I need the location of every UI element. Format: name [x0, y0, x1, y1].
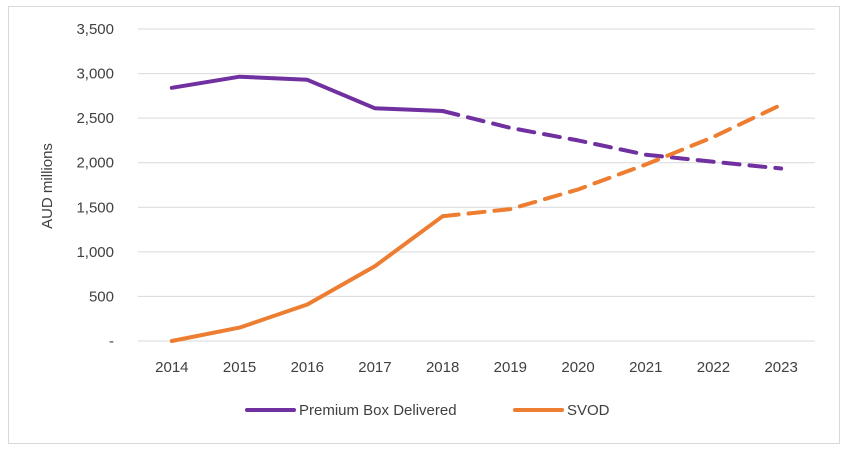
- y-tick-label: -: [109, 333, 114, 350]
- series-line-actual-0: [169, 74, 445, 113]
- x-tick-label: 2014: [155, 359, 188, 376]
- legend-label: Premium Box Delivered: [299, 402, 457, 419]
- y-tick-label: 1,000: [76, 244, 114, 261]
- x-tick-label: 2023: [764, 359, 797, 376]
- x-tick-label: 2018: [426, 359, 459, 376]
- y-tick-label: 1,500: [76, 199, 114, 216]
- x-tick-label: 2020: [561, 359, 594, 376]
- x-tick-label: 2015: [223, 359, 256, 376]
- y-tick-label: 500: [89, 288, 114, 305]
- legend-label: SVOD: [567, 402, 610, 419]
- x-tick-label: 2022: [697, 359, 730, 376]
- x-tick-label: 2021: [629, 359, 662, 376]
- series-line-actual-1: [169, 214, 445, 343]
- y-tick-label: 2,500: [76, 110, 114, 127]
- x-tick-labels: 2014 2015 2016 2017 2018 2019 2020 2021 2022 2023: [155, 359, 798, 376]
- y-tick-labels: - 500 1,000 1,500 2,000 2,500 3,000 3,500: [76, 21, 114, 350]
- x-tick-label: 2017: [358, 359, 391, 376]
- x-tick-label: 2019: [494, 359, 527, 376]
- x-tick-label: 2016: [291, 359, 324, 376]
- chart-frame: [8, 6, 840, 444]
- series-lines: [169, 74, 784, 343]
- y-tick-label: 3,500: [76, 21, 114, 38]
- y-axis-label: AUD millions: [39, 143, 56, 229]
- series-line-forecast-1: [440, 102, 784, 219]
- y-tick-label: 2,000: [76, 155, 114, 172]
- series-line-forecast-0: [440, 109, 784, 171]
- legend: Premium Box Delivered SVOD: [245, 402, 610, 419]
- y-tick-label: 3,000: [76, 66, 114, 83]
